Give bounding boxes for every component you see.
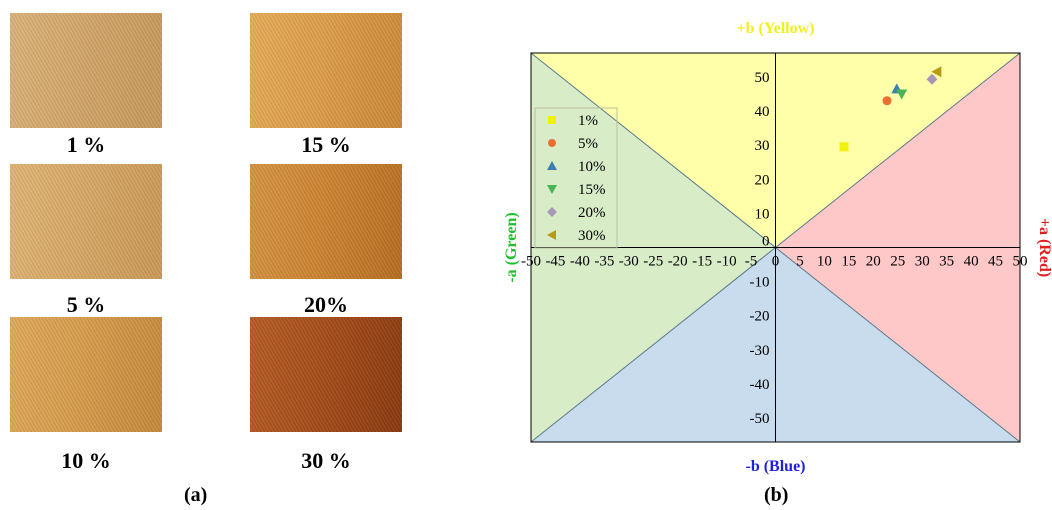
y-tick-label: 30	[755, 138, 770, 154]
swatch-label: 20%	[304, 292, 348, 317]
swatch-label: 1 %	[66, 132, 106, 157]
x-tick-label: 20	[866, 254, 881, 270]
legend-marker	[547, 161, 557, 170]
swatch-label: 30 %	[301, 448, 351, 473]
legend-marker	[547, 230, 556, 240]
fabric-swatch	[10, 164, 162, 279]
data-point	[882, 96, 892, 106]
y-tick-label: 40	[755, 104, 770, 120]
x-tick-label: 40	[964, 254, 979, 270]
fabric-swatch	[10, 317, 162, 432]
axis-title-green: -a (Green)	[503, 212, 520, 282]
axis-title-yellow: +b (Yellow)	[737, 20, 815, 37]
legend-marker	[548, 116, 556, 124]
data-point	[839, 142, 849, 152]
legend-marker	[547, 207, 557, 217]
y-tick-label: 0	[762, 234, 770, 250]
x-tick-label: -15	[692, 254, 712, 270]
data-point	[931, 66, 942, 78]
y-tick-label: -30	[750, 343, 770, 359]
y-tick-label: -40	[750, 377, 770, 393]
x-tick-label: 5	[796, 254, 804, 270]
x-tick-label: 45	[988, 254, 1003, 270]
x-tick-label: -50	[521, 254, 541, 270]
swatch-label: 10 %	[61, 448, 111, 473]
x-tick-label: 25	[890, 254, 905, 270]
data-point	[926, 73, 938, 85]
fabric-swatch	[250, 13, 402, 128]
legend-entry: 1%	[578, 113, 598, 129]
fabric-swatch	[250, 317, 402, 432]
axis-title-blue: -b (Blue)	[746, 458, 806, 475]
swatch-label: 5 %	[66, 292, 106, 317]
x-tick-label: -20	[668, 254, 688, 270]
axis-title-red: +a (Red)	[1036, 218, 1052, 277]
legend-entry: 30%	[578, 228, 606, 244]
legend-marker	[548, 139, 556, 147]
panel-a-label: (a)	[184, 484, 208, 506]
x-tick-label: -5	[745, 254, 758, 270]
x-tick-label: -25	[643, 254, 663, 270]
legend-entry: 10%	[578, 159, 606, 175]
y-tick-label: -10	[750, 275, 770, 291]
legend-box	[534, 107, 618, 249]
legend-entry: 15%	[578, 182, 606, 198]
x-tick-label: 10	[817, 254, 832, 270]
x-tick-label: 0	[772, 254, 780, 270]
x-tick-label: -45	[545, 254, 565, 270]
y-tick-label: 50	[755, 70, 770, 86]
x-tick-label: 35	[939, 254, 954, 270]
y-tick-label: -20	[750, 309, 770, 325]
x-tick-label: 15	[841, 254, 856, 270]
plot-frame	[530, 52, 1021, 443]
legend-marker	[547, 185, 557, 194]
x-tick-label: 30	[915, 254, 930, 270]
x-tick-label: -40	[570, 254, 590, 270]
y-tick-label: -50	[750, 411, 770, 427]
x-tick-label: -35	[594, 254, 614, 270]
data-point	[896, 89, 908, 100]
fabric-swatch	[10, 13, 162, 128]
y-tick-label: 20	[755, 172, 770, 188]
legend-entry: 5%	[578, 136, 598, 152]
x-tick-label: -10	[717, 254, 737, 270]
x-tick-label: 50	[1013, 254, 1028, 270]
y-tick-label: 10	[755, 206, 770, 222]
swatch-label: 15 %	[301, 132, 351, 157]
fabric-swatch	[250, 164, 402, 279]
panel-b-label: (b)	[764, 484, 789, 506]
x-tick-label: -30	[619, 254, 639, 270]
legend-entry: 20%	[578, 205, 606, 221]
